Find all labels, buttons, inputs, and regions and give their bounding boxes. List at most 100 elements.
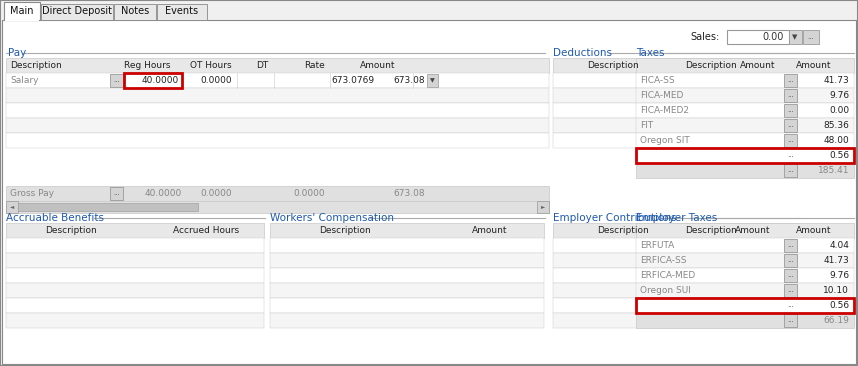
- Bar: [553, 118, 793, 133]
- Bar: [6, 118, 549, 133]
- Bar: [270, 238, 544, 253]
- Text: FICA-MED: FICA-MED: [640, 91, 683, 100]
- Bar: [784, 149, 797, 162]
- Bar: [636, 163, 854, 178]
- Text: FICA-MED2: FICA-MED2: [640, 106, 689, 115]
- Text: Oregon WC: Oregon WC: [640, 301, 692, 310]
- Text: ...: ...: [787, 137, 794, 143]
- Text: DT: DT: [256, 61, 268, 70]
- Text: Description: Description: [10, 61, 62, 70]
- Bar: [6, 103, 549, 118]
- Bar: [803, 30, 819, 44]
- Bar: [4, 2, 40, 20]
- Bar: [636, 88, 854, 103]
- Bar: [636, 58, 854, 73]
- Text: Employer Taxes: Employer Taxes: [636, 213, 717, 223]
- Bar: [6, 223, 264, 238]
- Text: ...: ...: [787, 92, 794, 98]
- Text: Salary: Salary: [10, 76, 39, 85]
- Text: 673.08: 673.08: [393, 189, 425, 198]
- Bar: [41, 4, 113, 20]
- Bar: [553, 298, 798, 313]
- Bar: [784, 284, 797, 297]
- Bar: [6, 298, 264, 313]
- Bar: [784, 134, 797, 147]
- Text: 41.73: 41.73: [823, 76, 849, 85]
- Bar: [6, 268, 264, 283]
- Bar: [636, 148, 854, 163]
- Text: Employer Contributions: Employer Contributions: [553, 213, 676, 223]
- Bar: [110, 187, 123, 200]
- Text: 185.41: 185.41: [818, 166, 849, 175]
- Text: Rate: Rate: [305, 61, 325, 70]
- Text: ...: ...: [787, 242, 794, 248]
- Bar: [784, 239, 797, 252]
- Text: FIT: FIT: [640, 121, 653, 130]
- Bar: [636, 253, 854, 268]
- Bar: [784, 89, 797, 102]
- Bar: [6, 283, 264, 298]
- Text: ERFUTA: ERFUTA: [640, 241, 674, 250]
- Bar: [553, 88, 793, 103]
- Bar: [553, 103, 793, 118]
- Bar: [636, 133, 854, 148]
- Text: Taxes: Taxes: [636, 48, 664, 58]
- Text: 40.0000: 40.0000: [142, 76, 179, 85]
- Text: Oregon WC: Oregon WC: [640, 151, 692, 160]
- Bar: [270, 253, 544, 268]
- Text: Oregon SIT: Oregon SIT: [640, 136, 690, 145]
- Bar: [553, 283, 798, 298]
- Text: ERFICA-SS: ERFICA-SS: [640, 256, 686, 265]
- Text: 673.0769: 673.0769: [332, 76, 375, 85]
- Text: FICA-SS: FICA-SS: [640, 76, 674, 85]
- Text: 0.00: 0.00: [829, 106, 849, 115]
- Text: 41.73: 41.73: [823, 256, 849, 265]
- Bar: [784, 74, 797, 87]
- Text: 0.0000: 0.0000: [201, 189, 232, 198]
- Text: ◄: ◄: [10, 205, 14, 209]
- Bar: [636, 223, 854, 238]
- Text: ...: ...: [787, 107, 794, 113]
- Text: 0.56: 0.56: [829, 301, 849, 310]
- Bar: [270, 268, 544, 283]
- Text: Description: Description: [686, 226, 737, 235]
- Text: Description: Description: [319, 226, 371, 235]
- Bar: [784, 104, 797, 117]
- Bar: [6, 88, 549, 103]
- Bar: [636, 298, 854, 313]
- Text: 0.0000: 0.0000: [293, 189, 325, 198]
- Bar: [636, 268, 854, 283]
- Text: 66.19: 66.19: [823, 316, 849, 325]
- Text: Amount: Amount: [795, 61, 831, 70]
- Text: 0.0000: 0.0000: [201, 76, 232, 85]
- Bar: [727, 30, 789, 44]
- Text: Sales:: Sales:: [690, 32, 719, 42]
- Text: Gross Pay: Gross Pay: [10, 189, 54, 198]
- Bar: [636, 118, 854, 133]
- Text: Deductions: Deductions: [553, 48, 612, 58]
- Bar: [18, 203, 198, 211]
- Bar: [6, 253, 264, 268]
- Text: ...: ...: [113, 190, 120, 196]
- Text: Description: Description: [597, 226, 649, 235]
- Text: ...: ...: [787, 122, 794, 128]
- Bar: [553, 73, 793, 88]
- Bar: [636, 283, 854, 298]
- Text: ...: ...: [113, 77, 120, 83]
- Bar: [553, 223, 798, 238]
- Text: Amount: Amount: [735, 226, 770, 235]
- Text: Notes: Notes: [121, 6, 149, 16]
- Text: 673.08: 673.08: [393, 76, 425, 85]
- Text: 9.76: 9.76: [829, 271, 849, 280]
- Bar: [6, 313, 264, 328]
- Text: Amount: Amount: [740, 61, 776, 70]
- Bar: [270, 283, 544, 298]
- Text: ...: ...: [807, 34, 814, 40]
- Bar: [636, 103, 854, 118]
- Text: Description: Description: [45, 226, 97, 235]
- Text: 48.00: 48.00: [823, 136, 849, 145]
- Text: Direct Deposit: Direct Deposit: [42, 6, 112, 16]
- Text: Events: Events: [166, 6, 198, 16]
- Bar: [784, 164, 797, 177]
- Bar: [784, 254, 797, 267]
